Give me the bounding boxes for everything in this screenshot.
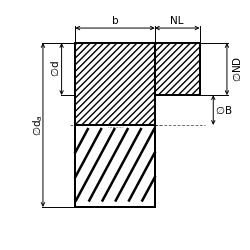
Bar [155,43,200,95]
Text: $\emptyset$B: $\emptyset$B [214,104,232,116]
Text: $\emptyset$d: $\emptyset$d [50,61,62,78]
Text: NL: NL [170,16,184,26]
Text: b: b [112,16,118,26]
Bar [155,43,200,95]
Bar [75,43,155,207]
Text: $\emptyset$ND: $\emptyset$ND [231,56,243,82]
Bar [75,43,155,125]
Text: $\emptyset$d$_a$: $\emptyset$d$_a$ [31,114,45,136]
